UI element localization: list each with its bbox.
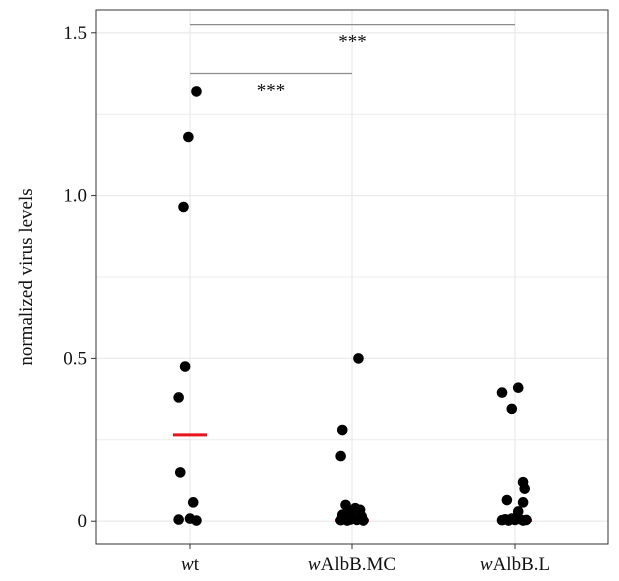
data-point-2-14 bbox=[506, 403, 518, 415]
y-axis-label: normalized virus levels bbox=[16, 188, 37, 365]
data-point-1-15 bbox=[336, 424, 348, 436]
data-point-2-15 bbox=[512, 382, 524, 394]
data-points bbox=[173, 86, 532, 526]
data-point-2-12 bbox=[501, 494, 513, 506]
data-point-1-16 bbox=[353, 353, 364, 364]
data-point-0-6 bbox=[179, 361, 191, 372]
x-tick-label-2: wAlbB.L bbox=[480, 554, 550, 575]
y-tick-label-1: 0.5 bbox=[63, 348, 87, 369]
data-point-1-14 bbox=[335, 450, 346, 462]
data-point-1-8 bbox=[336, 509, 348, 520]
data-point-1-13 bbox=[354, 504, 366, 516]
data-point-0-9 bbox=[191, 86, 202, 97]
y-tick-label-0: 0 bbox=[78, 511, 88, 532]
y-axis-ticks: 0 0.5 1.0 1.5 bbox=[63, 23, 96, 532]
significance-label-0: *** bbox=[338, 32, 367, 53]
x-tick-label-0: wt bbox=[181, 554, 200, 575]
significance-label-1: *** bbox=[257, 80, 286, 101]
data-point-0-2 bbox=[191, 515, 202, 526]
y-tick-label-3: 1.5 bbox=[63, 23, 87, 44]
data-point-0-5 bbox=[173, 392, 184, 403]
grid-lines bbox=[96, 10, 608, 544]
x-tick-label-1: wAlbB.MC bbox=[308, 554, 396, 575]
data-point-0-4 bbox=[174, 467, 186, 478]
data-point-0-3 bbox=[187, 497, 199, 508]
data-point-0-7 bbox=[178, 201, 189, 213]
data-point-0-0 bbox=[173, 514, 184, 525]
data-point-2-9 bbox=[517, 497, 529, 508]
y-tick-label-2: 1.0 bbox=[63, 186, 87, 207]
data-point-2-8 bbox=[512, 506, 524, 517]
significance-brackets: *** *** bbox=[190, 24, 515, 101]
x-axis-ticks: wt wAlbB.MC wAlbB.L bbox=[181, 544, 550, 575]
data-point-2-13 bbox=[496, 387, 508, 398]
data-point-2-11 bbox=[517, 476, 529, 488]
data-point-0-8 bbox=[183, 131, 194, 143]
data-point-2-7 bbox=[521, 514, 532, 526]
